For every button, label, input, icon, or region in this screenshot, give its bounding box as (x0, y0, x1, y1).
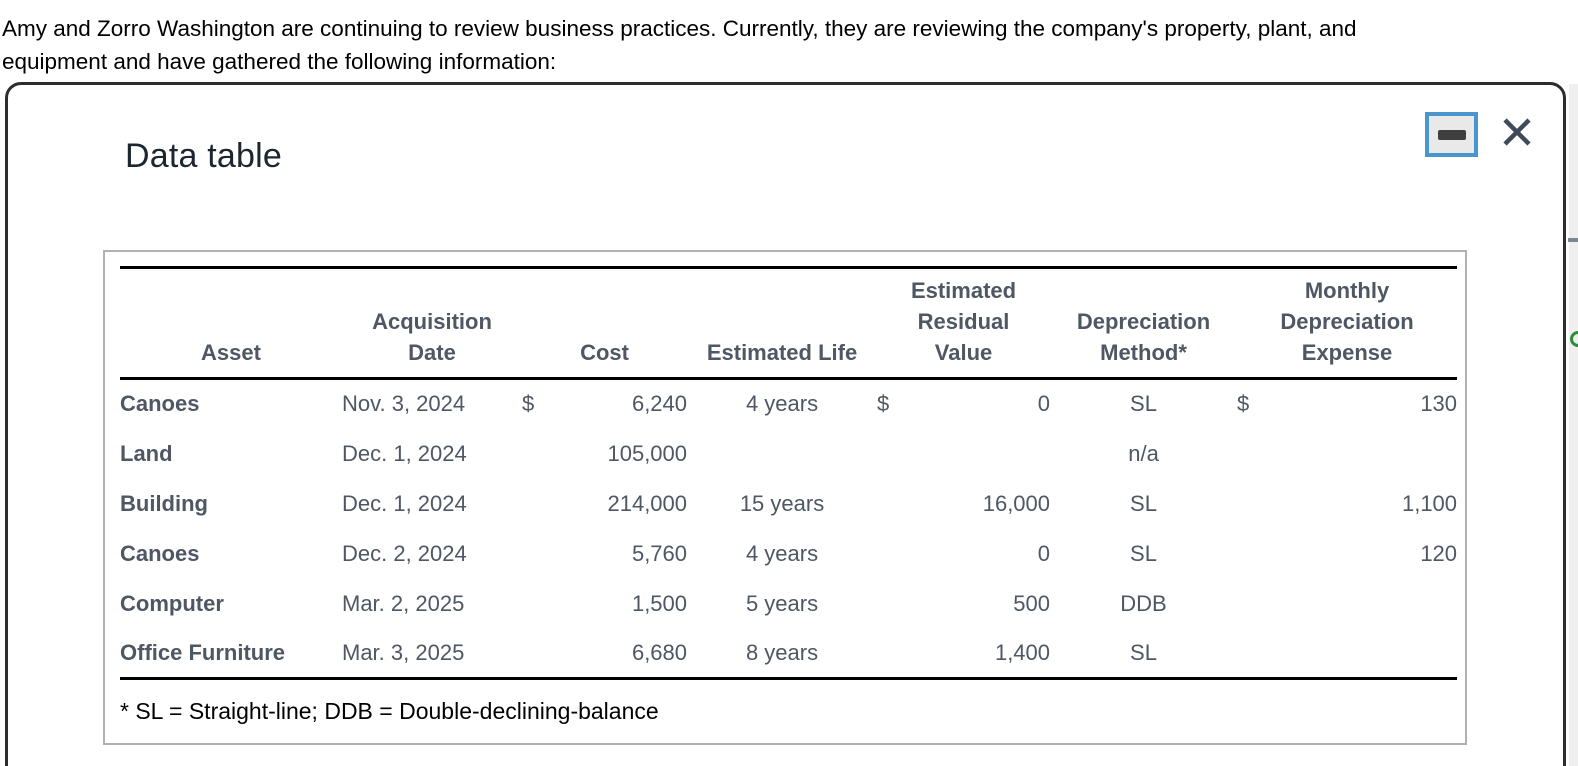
cell-monthly-expense (1287, 629, 1457, 679)
cell-monthly-currency (1237, 629, 1287, 679)
cell-estimated-life: 5 years (745, 590, 819, 616)
cell-cost-currency (522, 479, 557, 529)
cell-residual-value: 1,400 (994, 639, 1051, 665)
clipped-green-text-fragment (1570, 331, 1578, 347)
cell-monthly-expense: 130 (1420, 391, 1458, 417)
table-row: Canoes Dec. 2, 2024 5,760 4 years 0 SL 1… (120, 529, 1457, 579)
cell-residual-value: 0 (1037, 391, 1051, 417)
question-text: Amy and Zorro Washington are continuing … (2, 12, 1574, 78)
data-table: Asset Acquisition Date Cost Estimated Li… (120, 266, 1458, 680)
cell-residual-currency (877, 579, 912, 629)
col-header-residual-value: Estimated Residual Value (910, 278, 1017, 365)
col-header-monthly-expense: Monthly Depreciation Expense (1280, 278, 1414, 365)
col-header-asset: Asset (201, 340, 261, 365)
cell-cost: 6,680 (631, 639, 688, 665)
cell-depreciation-method: n/a (1128, 440, 1159, 466)
cell-acquisition-date: Mar. 3, 2025 (342, 639, 465, 665)
cell-cost: 5,760 (631, 540, 688, 566)
cell-asset: Computer (120, 590, 224, 616)
table-body: Canoes Nov. 3, 2024 $ 6,240 4 years $ 0 … (120, 379, 1457, 679)
data-table-modal: Data table Asset (5, 82, 1566, 766)
cell-cost: 1,500 (631, 590, 688, 616)
table-footnote: * SL = Straight-line; DDB = Double-decli… (120, 698, 659, 724)
table-row: Computer Mar. 2, 2025 1,500 5 years 500 … (120, 579, 1457, 629)
cell-asset: Land (120, 440, 173, 466)
cell-estimated-life: 4 years (745, 391, 819, 417)
cell-cost-currency: $ (522, 391, 535, 417)
cell-residual-value: 0 (1037, 540, 1051, 566)
minimize-button[interactable] (1425, 112, 1478, 157)
cell-depreciation-method: SL (1130, 391, 1157, 417)
table-row: Office Furniture Mar. 3, 2025 6,680 8 ye… (120, 629, 1457, 679)
table-row: Land Dec. 1, 2024 105,000 n/a (120, 429, 1457, 479)
cell-residual-value (912, 429, 1050, 479)
table-row: Canoes Nov. 3, 2024 $ 6,240 4 years $ 0 … (120, 379, 1457, 429)
cell-monthly-expense: 1,100 (1401, 490, 1458, 516)
cell-asset: Office Furniture (120, 639, 286, 665)
cell-asset: Canoes (120, 391, 200, 417)
clipped-page-strip (1569, 84, 1578, 766)
cell-depreciation-method: SL (1130, 540, 1157, 566)
cell-residual-value: 500 (1013, 590, 1051, 616)
cell-residual-currency (877, 629, 912, 679)
cell-acquisition-date: Mar. 2, 2025 (342, 590, 465, 616)
cell-monthly-currency (1237, 479, 1287, 529)
cell-asset: Canoes (120, 540, 200, 566)
cell-estimated-life: 4 years (745, 540, 819, 566)
cell-cost-currency (522, 579, 557, 629)
close-button[interactable] (1499, 114, 1535, 150)
cell-residual-value: 16,000 (982, 490, 1051, 516)
cell-residual-currency (877, 429, 912, 479)
cell-cost: 6,240 (631, 391, 688, 417)
cell-cost-currency (522, 429, 557, 479)
header-row: Asset Acquisition Date Cost Estimated Li… (120, 268, 1458, 379)
cell-cost: 214,000 (607, 490, 688, 516)
cell-monthly-currency (1237, 529, 1287, 579)
cell-residual-currency (877, 529, 912, 579)
cell-estimated-life: 15 years (739, 490, 825, 516)
cell-depreciation-method: SL (1130, 490, 1157, 516)
cell-monthly-currency (1237, 579, 1287, 629)
cell-cost: 105,000 (607, 440, 688, 466)
table-row: Building Dec. 1, 2024 214,000 15 years 1… (120, 479, 1457, 529)
cell-asset: Building (120, 490, 208, 516)
cell-cost-currency (522, 629, 557, 679)
question-text-line1: Amy and Zorro Washington are continuing … (2, 16, 1357, 41)
cell-depreciation-method: SL (1130, 639, 1157, 665)
col-header-estimated-life: Estimated Life (706, 340, 858, 365)
cell-monthly-currency (1237, 429, 1287, 479)
x-icon (1503, 118, 1531, 146)
clipped-scrollbar-fragment (1568, 238, 1578, 242)
cell-depreciation-method: DDB (1120, 590, 1167, 616)
cell-cost-currency (522, 529, 557, 579)
col-header-depreciation-method: Depreciation Method* (1076, 309, 1211, 365)
cell-monthly-expense (1287, 429, 1457, 479)
data-table-panel: Asset Acquisition Date Cost Estimated Li… (103, 250, 1467, 745)
cell-estimated-life: 8 years (745, 639, 819, 665)
cell-monthly-expense (1287, 579, 1457, 629)
minus-icon (1437, 129, 1466, 140)
cell-acquisition-date: Dec. 1, 2024 (342, 490, 467, 516)
col-header-cost: Cost (580, 340, 629, 365)
cell-monthly-expense: 120 (1420, 540, 1458, 566)
cell-residual-currency (877, 479, 912, 529)
cell-monthly-currency: $ (1237, 391, 1250, 417)
cell-acquisition-date: Dec. 1, 2024 (342, 440, 467, 466)
cell-acquisition-date: Nov. 3, 2024 (342, 391, 466, 417)
modal-title: Data table (125, 137, 282, 175)
question-text-line2: equipment and have gathered the followin… (2, 49, 557, 74)
col-header-acquisition-date: Acquisition Date (372, 309, 492, 365)
cell-residual-currency: $ (877, 391, 890, 417)
cell-estimated-life (687, 429, 877, 479)
cell-acquisition-date: Dec. 2, 2024 (342, 540, 467, 566)
